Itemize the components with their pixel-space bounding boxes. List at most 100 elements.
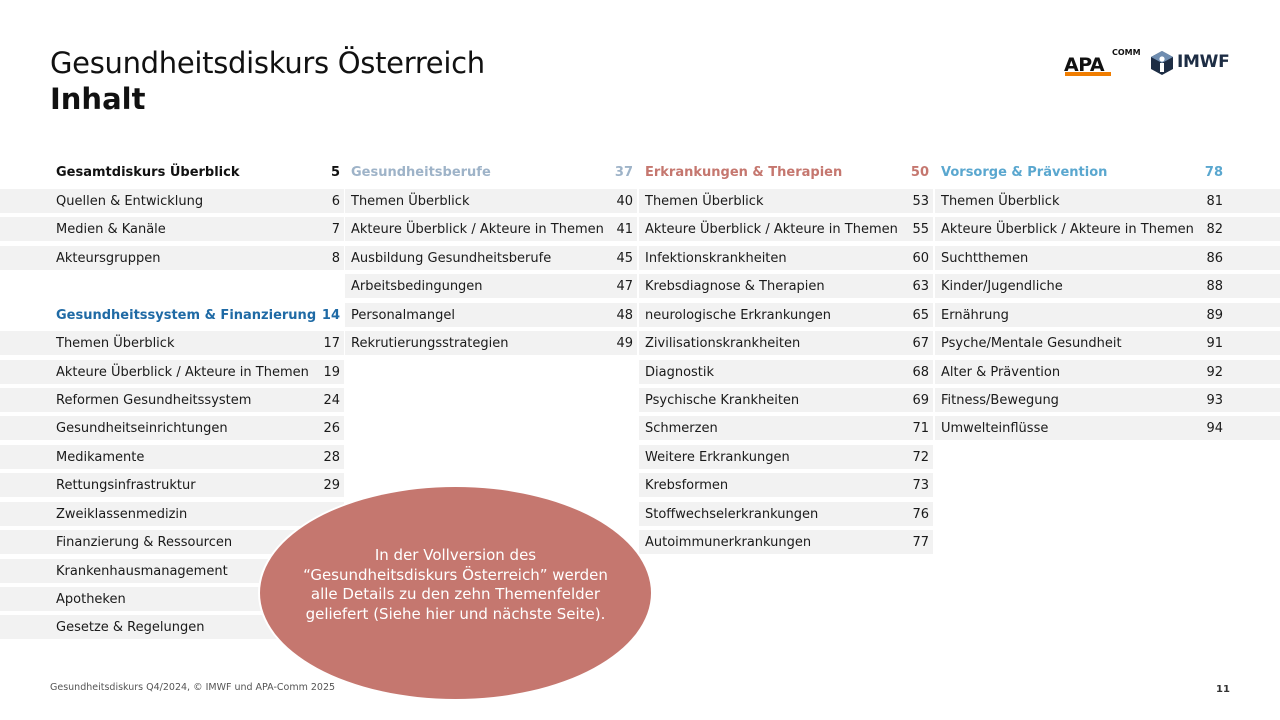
toc-row: Rekrutierungsstrategien 49 — [345, 331, 637, 355]
toc-row: Psychische Krankheiten 69 — [639, 388, 933, 412]
toc-row-label: Umwelteinflüsse — [941, 420, 1049, 436]
toc-section-header: Gesundheitsberufe 37 — [345, 160, 637, 184]
toc-row-page: 94 — [1206, 420, 1223, 436]
section-page-number: 37 — [614, 164, 633, 180]
page-subtitle: Inhalt — [50, 82, 146, 116]
toc-row: Stoffwechselerkrankungen 76 — [639, 502, 933, 526]
toc-row-label: Medikamente — [56, 449, 145, 465]
imwf-logo-text: IMWF — [1177, 52, 1230, 72]
toc-row-label: Weitere Erkrankungen — [645, 449, 790, 465]
toc-row-label: Rekrutierungsstrategien — [351, 335, 509, 351]
toc-row: Reformen Gesundheitssystem 24 — [0, 388, 344, 412]
toc-row-page: 63 — [912, 278, 929, 294]
toc-row: Akteure Überblick / Akteure in Themen 19 — [0, 360, 344, 384]
section-title: Vorsorge & Prävention — [941, 164, 1108, 180]
toc-row: Infektionskrankheiten 60 — [639, 246, 933, 270]
toc-row: Akteure Überblick / Akteure in Themen 41 — [345, 217, 637, 241]
imwf-logo: IMWF — [1149, 50, 1231, 76]
apa-logo-text: APA — [1064, 54, 1105, 76]
toc-row-page: 40 — [616, 193, 633, 209]
toc-row: Fitness/Bewegung 93 — [935, 388, 1280, 412]
toc-row: neurologische Erkrankungen 65 — [639, 303, 933, 327]
toc-row-page: 7 — [331, 221, 340, 237]
section-title: Gesundheitssystem & Finanzierung — [56, 307, 317, 323]
toc-row-label: Akteure Überblick / Akteure in Themen — [56, 364, 309, 380]
toc-row: Krebsformen 73 — [639, 473, 933, 497]
toc-row-label: Zivilisationskrankheiten — [645, 335, 801, 351]
callout-text: In der Vollversion des “Gesundheitsdisku… — [303, 546, 608, 623]
toc-row: Zweiklassenmedizin — [0, 502, 344, 526]
toc-row-page: 49 — [616, 335, 633, 351]
footer-source: Gesundheitsdiskurs Q4/2024, © IMWF und A… — [50, 682, 336, 693]
toc-row: Medikamente 28 — [0, 445, 344, 469]
toc-row-label: Gesetze & Regelungen — [56, 619, 205, 635]
toc-row: Themen Überblick 53 — [639, 189, 933, 213]
toc-row-label: Quellen & Entwicklung — [56, 193, 204, 209]
toc-row-page: 60 — [912, 250, 929, 266]
apa-comm-logo: APA COMM — [1064, 48, 1141, 78]
section-page-number: 14 — [321, 307, 340, 323]
toc-row-page: 86 — [1206, 250, 1223, 266]
apa-logo-sup: COMM — [1112, 48, 1141, 57]
section-page-number: 78 — [1204, 164, 1223, 180]
toc-row-label: Arbeitsbedingungen — [351, 278, 483, 294]
toc-row-page: 76 — [912, 506, 929, 522]
toc-row-page: 65 — [912, 307, 929, 323]
toc-row: Suchtthemen 86 — [935, 246, 1280, 270]
toc-row: Krebsdiagnose & Therapien 63 — [639, 274, 933, 298]
toc-row: Themen Überblick 81 — [935, 189, 1280, 213]
toc-section-header: Gesundheitssystem & Finanzierung 14 — [50, 303, 344, 327]
callout-ellipse — [258, 485, 653, 701]
toc-row-label: Infektionskrankheiten — [645, 250, 787, 266]
toc-row: Arbeitsbedingungen 47 — [345, 274, 637, 298]
toc-row: Themen Überblick 17 — [0, 331, 344, 355]
toc-row-label: Kinder/Jugendliche — [941, 278, 1063, 294]
toc-row-label: Themen Überblick — [351, 193, 470, 209]
toc-row-page: 81 — [1206, 193, 1223, 209]
toc-row-label: Rettungsinfrastruktur — [56, 477, 196, 493]
toc-row-label: Apotheken — [56, 591, 126, 607]
toc-row-page: 82 — [1206, 221, 1223, 237]
toc-row-label: Krebsformen — [645, 477, 729, 493]
apa-logo-bar — [1065, 72, 1111, 76]
toc-row: Autoimmunerkrankungen 77 — [639, 530, 933, 554]
toc-row-label: Themen Überblick — [941, 193, 1060, 209]
toc-row-label: Themen Überblick — [56, 335, 175, 351]
toc-section-header: Vorsorge & Prävention 78 — [935, 160, 1227, 184]
toc-row-label: Stoffwechselerkrankungen — [645, 506, 819, 522]
toc-row: Akteure Überblick / Akteure in Themen 55 — [639, 217, 933, 241]
toc-row-page: 77 — [912, 534, 929, 550]
toc-row-label: Psyche/Mentale Gesundheit — [941, 335, 1122, 351]
section-title: Gesamtdiskurs Überblick — [56, 164, 240, 180]
toc-row-page: 92 — [1206, 364, 1223, 380]
toc-row-label: Akteursgruppen — [56, 250, 161, 266]
toc-row-label: Gesundheitseinrichtungen — [56, 420, 228, 436]
section-page-number: 50 — [910, 164, 929, 180]
toc-row-page: 48 — [616, 307, 633, 323]
toc-row: Rettungsinfrastruktur 29 — [0, 473, 344, 497]
toc-row-label: Finanzierung & Ressourcen — [56, 534, 233, 550]
toc-row-label: Psychische Krankheiten — [645, 392, 800, 408]
toc-row-page: 8 — [331, 250, 340, 266]
toc-row-label: Akteure Überblick / Akteure in Themen — [941, 221, 1194, 237]
toc-row: Umwelteinflüsse 94 — [935, 416, 1280, 440]
page-number: 11 — [1216, 684, 1230, 695]
toc-row: Zivilisationskrankheiten 67 — [639, 331, 933, 355]
toc-row-label: neurologische Erkrankungen — [645, 307, 831, 323]
toc-row-page: 28 — [323, 449, 340, 465]
toc-row-label: Personalmangel — [351, 307, 455, 323]
toc-row-label: Krebsdiagnose & Therapien — [645, 278, 825, 294]
toc-row-page: 89 — [1206, 307, 1223, 323]
toc-row: Diagnostik 68 — [639, 360, 933, 384]
toc-row-page: 71 — [912, 420, 929, 436]
toc-row-page: 73 — [912, 477, 929, 493]
toc-row-label: Akteure Überblick / Akteure in Themen — [645, 221, 898, 237]
section-title: Erkrankungen & Therapien — [645, 164, 843, 180]
toc-row-label: Reformen Gesundheitssystem — [56, 392, 252, 408]
toc-section-header: Erkrankungen & Therapien 50 — [639, 160, 933, 184]
toc-row-label: Fitness/Bewegung — [941, 392, 1059, 408]
toc-row: Ernährung 89 — [935, 303, 1280, 327]
toc-row: Quellen & Entwicklung 6 — [0, 189, 344, 213]
toc-row-label: Suchtthemen — [941, 250, 1029, 266]
toc-row: Akteursgruppen 8 — [0, 246, 344, 270]
